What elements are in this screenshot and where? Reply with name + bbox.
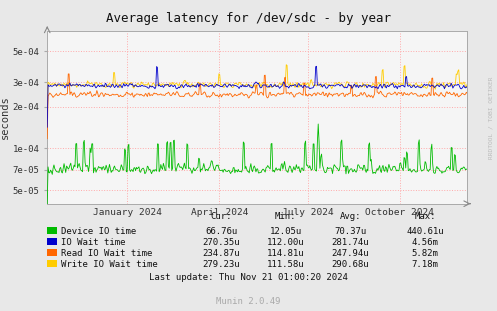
Text: Min:: Min:: [275, 212, 297, 221]
Text: Avg:: Avg:: [339, 212, 361, 221]
Text: January 2024: January 2024: [92, 208, 162, 217]
Text: 112.00u: 112.00u: [267, 238, 305, 247]
Text: 66.76u: 66.76u: [205, 227, 237, 236]
Text: 234.87u: 234.87u: [202, 249, 240, 258]
Text: IO Wait time: IO Wait time: [61, 238, 126, 247]
Text: 5.82m: 5.82m: [412, 249, 438, 258]
Text: April 2024: April 2024: [191, 208, 248, 217]
Text: 12.05u: 12.05u: [270, 227, 302, 236]
Text: 290.68u: 290.68u: [331, 260, 369, 269]
Text: 70.37u: 70.37u: [334, 227, 366, 236]
Text: RRDTOOL / TOBI OETIKER: RRDTOOL / TOBI OETIKER: [489, 77, 494, 160]
Text: Last update: Thu Nov 21 01:00:20 2024: Last update: Thu Nov 21 01:00:20 2024: [149, 273, 348, 282]
Text: 279.23u: 279.23u: [202, 260, 240, 269]
Text: July 2024: July 2024: [282, 208, 333, 217]
Text: Average latency for /dev/sdc - by year: Average latency for /dev/sdc - by year: [106, 12, 391, 25]
Text: 270.35u: 270.35u: [202, 238, 240, 247]
Text: 281.74u: 281.74u: [331, 238, 369, 247]
Text: 114.81u: 114.81u: [267, 249, 305, 258]
Text: Max:: Max:: [414, 212, 436, 221]
Text: 111.58u: 111.58u: [267, 260, 305, 269]
Text: Device IO time: Device IO time: [61, 227, 136, 236]
Text: 4.56m: 4.56m: [412, 238, 438, 247]
Text: Munin 2.0.49: Munin 2.0.49: [216, 297, 281, 306]
Y-axis label: seconds: seconds: [0, 95, 10, 139]
Text: 440.61u: 440.61u: [406, 227, 444, 236]
Text: 7.18m: 7.18m: [412, 260, 438, 269]
Text: Cur:: Cur:: [210, 212, 232, 221]
Text: October 2024: October 2024: [365, 208, 434, 217]
Text: Write IO Wait time: Write IO Wait time: [61, 260, 158, 269]
Text: 247.94u: 247.94u: [331, 249, 369, 258]
Text: Read IO Wait time: Read IO Wait time: [61, 249, 153, 258]
